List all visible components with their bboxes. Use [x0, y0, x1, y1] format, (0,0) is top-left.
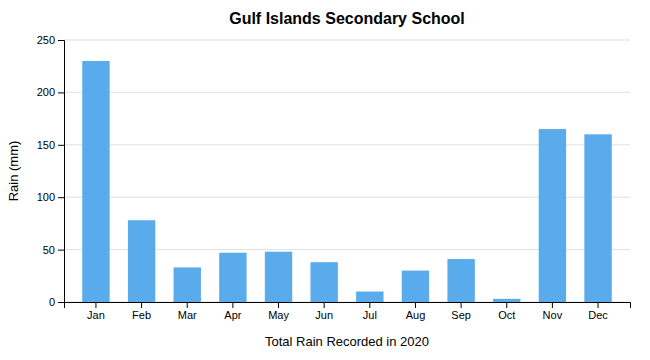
title: Gulf Islands Secondary School	[229, 10, 465, 27]
tick-mark	[58, 250, 64, 251]
bar	[82, 61, 109, 302]
tick-label: 200	[37, 86, 55, 98]
tick-mark	[324, 302, 325, 308]
bar	[539, 129, 566, 302]
tick-mark	[598, 302, 599, 308]
tick-label: Feb	[132, 309, 151, 321]
tick-mark	[278, 302, 279, 308]
bar	[128, 220, 155, 302]
bar	[402, 271, 429, 302]
x-tick: Mar	[178, 302, 197, 321]
y-axis-title: Rain (mm)	[6, 141, 21, 202]
grid	[64, 40, 630, 302]
tick-label: Apr	[224, 309, 241, 321]
x-axis: Jan Feb Mar Apr May Jun Jul Aug Sep Oct Nov Dec	[65, 302, 631, 321]
x-tick: Nov	[543, 302, 563, 321]
bar	[310, 262, 337, 302]
grid-line	[64, 40, 630, 41]
x-tick: Apr	[224, 302, 241, 321]
x-tick: Oct	[498, 302, 515, 321]
x-tick: Jul	[363, 302, 377, 321]
tick-mark	[461, 302, 462, 308]
tick-mark	[58, 197, 64, 198]
x-tick: Dec	[588, 302, 608, 321]
tick-label: 250	[37, 34, 55, 46]
x-tick: May	[268, 302, 289, 321]
y-tick: 50	[43, 244, 64, 256]
tick-mark	[58, 302, 64, 303]
tick-label: Nov	[543, 309, 563, 321]
bar	[493, 299, 520, 302]
tick-label: 100	[37, 191, 55, 203]
x-axis-title: Total Rain Recorded in 2020	[265, 334, 429, 349]
tick-mark	[187, 302, 188, 308]
y-tick: 200	[37, 86, 64, 98]
tick-label: Sep	[451, 309, 471, 321]
x-tick: Jan	[87, 302, 105, 321]
tick-label: Jan	[87, 309, 105, 321]
x-tick: Jun	[315, 302, 333, 321]
grid-line	[64, 92, 630, 93]
axis-line	[65, 303, 631, 309]
tick-label: Jul	[363, 309, 377, 321]
tick-mark	[141, 302, 142, 308]
x-tick: Sep	[451, 302, 471, 321]
tick-mark	[369, 302, 370, 308]
bar	[447, 259, 474, 302]
tick-mark	[95, 302, 96, 308]
bar	[356, 292, 383, 302]
y-tick: 0	[49, 296, 64, 308]
tick-mark	[58, 40, 64, 41]
tick-label: Jun	[315, 309, 333, 321]
tick-mark	[232, 302, 233, 308]
bar	[584, 134, 611, 302]
y-tick: 250	[37, 34, 64, 46]
bar	[265, 252, 292, 302]
bar	[219, 253, 246, 302]
plot: Jan Feb Mar Apr May Jun Jul Aug Sep Oct Nov Dec 0 50 1…	[37, 34, 631, 321]
axis-line	[58, 41, 65, 303]
tick-label: May	[268, 309, 289, 321]
tick-label: Dec	[588, 309, 608, 321]
tick-mark	[58, 92, 64, 93]
chart: Jan Feb Mar Apr May Jun Jul Aug Sep Oct Nov Dec 0 50 1…	[0, 0, 650, 360]
tick-label: Oct	[498, 309, 515, 321]
tick-label: Mar	[178, 309, 197, 321]
tick-label: 50	[43, 244, 55, 256]
tick-label: Aug	[406, 309, 426, 321]
x-tick: Feb	[132, 302, 151, 321]
tick-mark	[506, 302, 507, 308]
y-tick: 100	[37, 191, 64, 203]
bars	[82, 61, 611, 302]
tick-label: 150	[37, 139, 55, 151]
y-tick: 150	[37, 139, 64, 151]
tick-mark	[415, 302, 416, 308]
tick-mark	[58, 145, 64, 146]
y-axis: 0 50 100 150 200 250	[37, 34, 65, 308]
tick-label: 0	[49, 296, 55, 308]
tick-mark	[552, 302, 553, 308]
bar	[174, 267, 201, 302]
x-tick: Aug	[406, 302, 426, 321]
